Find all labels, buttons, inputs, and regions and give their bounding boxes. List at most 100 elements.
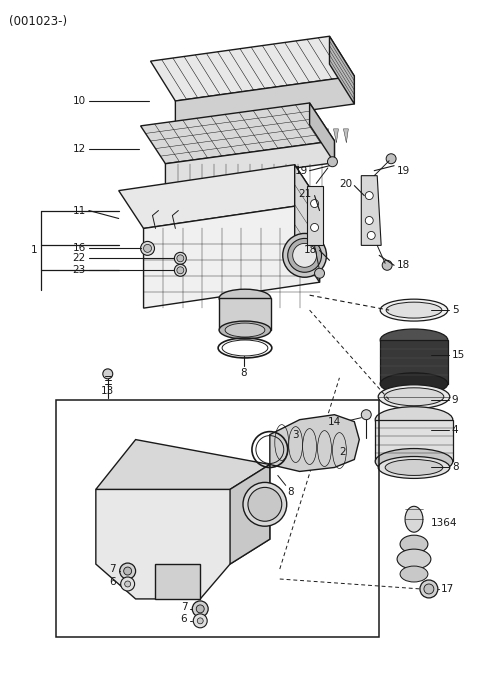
- Circle shape: [177, 255, 184, 262]
- Circle shape: [144, 245, 152, 252]
- Polygon shape: [144, 203, 320, 308]
- Polygon shape: [294, 129, 299, 143]
- Text: 16: 16: [72, 243, 86, 254]
- Polygon shape: [329, 37, 354, 104]
- Circle shape: [120, 577, 134, 591]
- Polygon shape: [375, 420, 453, 462]
- Text: 11: 11: [72, 206, 86, 216]
- Text: 7: 7: [180, 602, 187, 612]
- Circle shape: [125, 581, 131, 587]
- Ellipse shape: [375, 449, 453, 475]
- Polygon shape: [166, 141, 335, 186]
- Polygon shape: [184, 129, 189, 143]
- Circle shape: [174, 264, 186, 276]
- Circle shape: [420, 580, 438, 598]
- Circle shape: [174, 252, 186, 264]
- Polygon shape: [219, 298, 271, 330]
- Text: 19: 19: [397, 166, 410, 176]
- Circle shape: [314, 268, 324, 279]
- Polygon shape: [361, 176, 381, 245]
- Polygon shape: [230, 464, 270, 564]
- Text: 12: 12: [72, 144, 86, 153]
- Ellipse shape: [378, 456, 450, 479]
- Polygon shape: [304, 129, 309, 143]
- Polygon shape: [96, 439, 270, 489]
- Text: 20: 20: [339, 178, 352, 189]
- Circle shape: [327, 157, 337, 167]
- Ellipse shape: [380, 373, 448, 395]
- Ellipse shape: [243, 483, 287, 526]
- Text: 22: 22: [72, 254, 86, 264]
- Circle shape: [197, 618, 203, 624]
- Circle shape: [103, 369, 113, 379]
- Ellipse shape: [380, 299, 448, 321]
- Text: 19: 19: [294, 166, 308, 176]
- Text: 18: 18: [397, 260, 410, 270]
- Circle shape: [193, 614, 207, 628]
- Text: 23: 23: [72, 265, 86, 275]
- Ellipse shape: [384, 388, 444, 406]
- Ellipse shape: [219, 289, 271, 307]
- Text: 13: 13: [101, 386, 114, 395]
- Circle shape: [361, 410, 371, 420]
- Ellipse shape: [386, 302, 442, 318]
- Polygon shape: [284, 129, 288, 143]
- Text: 15: 15: [452, 350, 465, 360]
- Circle shape: [365, 191, 373, 199]
- Ellipse shape: [380, 329, 448, 351]
- Polygon shape: [156, 564, 200, 599]
- Ellipse shape: [375, 407, 453, 433]
- Text: 18: 18: [304, 245, 318, 256]
- Text: 7: 7: [109, 564, 116, 574]
- Ellipse shape: [225, 323, 265, 337]
- Polygon shape: [234, 129, 239, 143]
- Bar: [56, 400, 379, 637]
- Polygon shape: [324, 129, 328, 143]
- Ellipse shape: [288, 239, 322, 272]
- Polygon shape: [96, 464, 270, 599]
- Circle shape: [424, 584, 434, 594]
- Text: 4: 4: [452, 425, 458, 435]
- Text: 5: 5: [452, 305, 458, 315]
- Circle shape: [120, 563, 136, 579]
- Text: 8: 8: [240, 368, 247, 378]
- Text: 1364: 1364: [431, 518, 457, 528]
- Polygon shape: [214, 129, 219, 143]
- Polygon shape: [380, 340, 448, 384]
- Circle shape: [365, 216, 373, 224]
- Ellipse shape: [397, 549, 431, 569]
- Text: 10: 10: [73, 96, 86, 106]
- Polygon shape: [224, 129, 229, 143]
- Polygon shape: [194, 129, 199, 143]
- Circle shape: [367, 231, 375, 239]
- Polygon shape: [307, 186, 323, 245]
- Ellipse shape: [378, 385, 450, 409]
- Ellipse shape: [293, 243, 316, 267]
- Circle shape: [382, 260, 392, 270]
- Ellipse shape: [248, 487, 282, 521]
- Text: (001023-): (001023-): [9, 16, 68, 28]
- Polygon shape: [264, 129, 269, 143]
- Circle shape: [177, 267, 184, 274]
- Polygon shape: [313, 129, 319, 143]
- Circle shape: [141, 241, 155, 256]
- Polygon shape: [334, 129, 338, 143]
- Ellipse shape: [219, 321, 271, 339]
- Ellipse shape: [385, 460, 443, 475]
- Ellipse shape: [405, 506, 423, 532]
- Text: 1: 1: [31, 245, 37, 256]
- Polygon shape: [175, 76, 354, 129]
- Polygon shape: [204, 129, 209, 143]
- Polygon shape: [254, 129, 259, 143]
- Polygon shape: [295, 165, 320, 283]
- Text: 6: 6: [180, 614, 187, 624]
- Text: 2: 2: [339, 447, 346, 456]
- Circle shape: [192, 601, 208, 617]
- Ellipse shape: [400, 566, 428, 582]
- Circle shape: [124, 567, 132, 575]
- Polygon shape: [244, 129, 249, 143]
- Circle shape: [311, 224, 319, 231]
- Polygon shape: [119, 165, 320, 228]
- Text: 8: 8: [288, 487, 294, 498]
- Text: 8: 8: [452, 462, 458, 473]
